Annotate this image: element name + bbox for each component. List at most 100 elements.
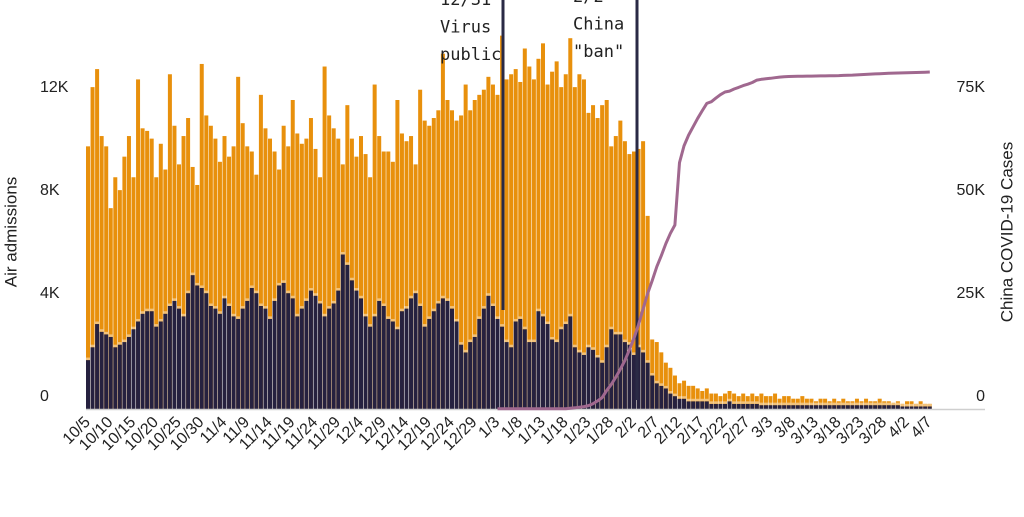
bar: [586, 112, 591, 409]
bar: [873, 405, 878, 409]
bar: [390, 161, 395, 409]
bar: [258, 94, 263, 409]
bar: [86, 146, 90, 409]
bar: [240, 123, 245, 410]
bar: [113, 347, 118, 409]
bar-cap: [586, 344, 591, 348]
annotation: 2/2: [573, 0, 604, 7]
bar: [304, 300, 309, 409]
bar: [668, 367, 673, 409]
bar-cap: [163, 311, 168, 314]
annotation: Virus: [440, 18, 491, 38]
bar: [490, 84, 495, 410]
bar: [90, 87, 95, 409]
bar: [318, 303, 323, 409]
bar: [782, 396, 787, 409]
bar-cap: [786, 402, 791, 406]
bar-cap: [763, 402, 768, 406]
bar: [199, 287, 204, 409]
bar-cap: [654, 380, 659, 384]
bar-cap: [427, 316, 432, 319]
bar: [281, 282, 286, 409]
bar: [618, 120, 623, 409]
bar-cap: [536, 308, 541, 312]
bar-cap: [327, 306, 332, 309]
bar: [199, 63, 204, 409]
bar: [759, 393, 764, 409]
bar: [368, 177, 373, 409]
bar: [577, 74, 582, 409]
bar-cap: [186, 290, 191, 294]
bar-cap: [145, 308, 150, 312]
bar: [195, 285, 200, 409]
bar-cap: [700, 398, 705, 402]
bar: [864, 405, 869, 409]
bar: [604, 347, 609, 409]
bar: [682, 380, 687, 409]
bar: [886, 405, 891, 409]
bar: [490, 306, 495, 409]
bar: [404, 308, 409, 409]
bar-cap: [550, 336, 555, 340]
bar: [322, 316, 327, 409]
bar: [413, 164, 418, 409]
bar-cap: [236, 316, 241, 319]
bar-cap: [313, 293, 318, 296]
bar: [554, 61, 559, 409]
bar: [349, 280, 354, 409]
bar: [713, 393, 718, 409]
bar: [126, 336, 131, 409]
bar: [318, 177, 323, 409]
bar: [709, 403, 714, 409]
bar-cap: [677, 396, 682, 399]
bar: [754, 403, 759, 409]
bar: [704, 401, 709, 409]
bar: [568, 38, 573, 409]
bar: [663, 362, 668, 409]
bar: [563, 74, 568, 409]
bar-cap: [258, 303, 263, 306]
bar: [718, 403, 723, 409]
y2-tick-label: 50K: [957, 182, 986, 199]
bar: [108, 336, 113, 409]
bar: [527, 342, 532, 409]
bar: [900, 406, 905, 409]
bar: [308, 290, 313, 409]
bar-cap: [295, 313, 300, 317]
bar: [723, 393, 727, 409]
bar: [436, 110, 441, 410]
bar-cap: [909, 403, 914, 407]
bar: [281, 125, 286, 409]
bar-cap: [632, 352, 636, 355]
bar-cap: [695, 398, 700, 402]
bar: [604, 100, 609, 409]
bar: [905, 406, 909, 409]
bar: [736, 403, 741, 409]
bar: [181, 136, 186, 410]
bar: [550, 71, 555, 410]
bar: [240, 308, 245, 409]
bar-cap: [818, 402, 823, 406]
bar-cap: [732, 401, 737, 404]
bar: [641, 352, 646, 409]
bar-cap: [413, 290, 418, 294]
bar: [95, 69, 100, 409]
bar: [313, 148, 318, 410]
bar: [472, 336, 477, 409]
bar: [877, 405, 882, 409]
bar: [399, 133, 404, 409]
bar: [773, 393, 778, 409]
bar-cap: [268, 316, 272, 319]
bar: [445, 100, 450, 409]
bar: [436, 303, 441, 409]
bar-cap: [172, 298, 177, 301]
bar: [823, 405, 828, 409]
bar: [372, 316, 377, 409]
bar: [509, 347, 514, 409]
bars: [86, 35, 932, 410]
bar: [481, 308, 486, 409]
bar: [632, 151, 636, 409]
bar: [818, 405, 823, 409]
bar-cap: [195, 282, 200, 286]
bar-cap: [440, 295, 445, 299]
